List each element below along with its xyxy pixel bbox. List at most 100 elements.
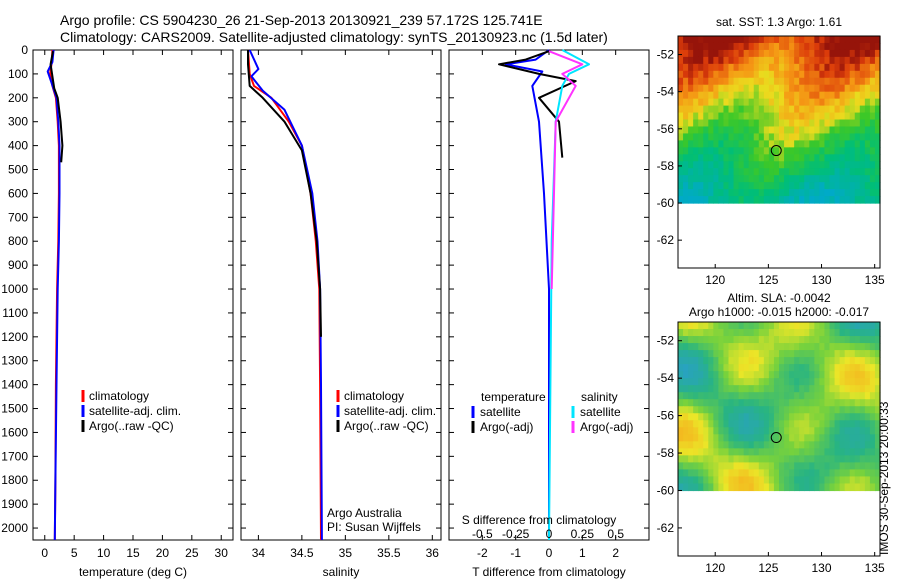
sla-map-panel: 120 125 130 135 -52 -54 -56 -58 -60 -62 Altim. SLA… — [657, 291, 891, 575]
diff-legend-heading-salinity: salinity — [581, 390, 618, 404]
depth-tick-label: 1500 — [1, 402, 28, 416]
sst-map-ytick-label: -54 — [657, 85, 675, 99]
differences-xtick-label: -2 — [477, 546, 488, 560]
depth-tick-label: 700 — [8, 210, 28, 224]
depth-tick-label: 1000 — [1, 282, 28, 296]
depth-tick-label: 600 — [8, 186, 28, 200]
salinity-legend-label: satellite-adj. clim. — [344, 404, 436, 418]
temperature-legend-label: Argo(..raw -QC) — [89, 419, 174, 433]
salinity-legend-label: Argo(..raw -QC) — [344, 419, 429, 433]
sla-map-title: Altim. SLA: -0.0042 — [727, 291, 831, 305]
temperature-xtick-label: 0 — [41, 546, 48, 560]
differences-xtick-label: 0 — [546, 546, 553, 560]
differences-panel: -2 -1 0 1 2 T difference from climatology temp… — [448, 49, 650, 579]
salinity-legend-label: climatology — [344, 389, 404, 403]
sst-map-ytick-label: -62 — [657, 233, 675, 247]
sst-map-panel: 120 125 130 135 -52 -54 -56 -58 -60 -62 sat. SST: … — [657, 15, 885, 287]
salinity-xtick-label: 34 — [252, 546, 266, 560]
diff-x2label: S difference from climatology — [462, 513, 617, 527]
salinity-frame — [240, 49, 442, 541]
sst-map-argo-location-marker — [770, 145, 782, 157]
depth-tick-label: 1100 — [2, 306, 28, 320]
temperature-legend-label: satellite-adj. clim. — [89, 404, 181, 418]
temperature-frame — [32, 49, 234, 541]
depth-tick-label: 1200 — [1, 330, 28, 344]
diff-legend-label: Argo(-adj) — [580, 420, 633, 434]
salinity-annotation-pi: PI: Susan Wijffels — [327, 520, 421, 534]
sst-map-field — [678, 36, 881, 204]
figure-title-line1: Argo profile: CS 5904230_26 21-Sep-2013 … — [60, 12, 543, 28]
depth-tick-label: 200 — [8, 91, 28, 105]
depth-tick-label: 100 — [8, 67, 28, 81]
differences-xtick-label: 2 — [612, 546, 619, 560]
depth-tick-label: 2000 — [1, 521, 28, 535]
salinity-xlabel: salinity — [323, 565, 360, 579]
sla-map-field — [678, 322, 881, 492]
salinity-panel: 34 34.5 35 35.5 36 salinity climatologysatelli… — [240, 49, 442, 579]
salinity-xtick-label: 34.5 — [290, 546, 314, 560]
depth-tick-label: 300 — [8, 115, 28, 129]
depth-tick-label: 1300 — [1, 354, 28, 368]
salinity-annotation-institution: Argo Australia — [327, 506, 402, 520]
sst-map-xtick-label: 125 — [758, 273, 778, 287]
temperature-xtick-label: 10 — [97, 546, 111, 560]
sst-map-xtick-label: 130 — [812, 273, 832, 287]
salinity-xtick-label: 36 — [426, 546, 440, 560]
depth-tick-label: 1900 — [1, 497, 28, 511]
diff-x2tick-label: 0.25 — [571, 527, 595, 541]
temperature-xtick-label: 20 — [156, 546, 170, 560]
sla-map-ytick-label: -60 — [657, 483, 675, 497]
sst-map-xtick-label: 135 — [865, 273, 885, 287]
sla-map-ytick-label: -54 — [657, 371, 675, 385]
sla-map-xtick-label: 130 — [812, 561, 832, 575]
differences-xtick-label: 1 — [579, 546, 586, 560]
imos-timestamp-label: IMOS 30-Sep-2013 20:00:33 — [877, 401, 891, 555]
salinity-series-argo-raw-qc- — [247, 50, 322, 337]
diff-legend-label: satellite — [480, 405, 521, 419]
salinity-xtick-label: 35 — [339, 546, 353, 560]
depth-tick-label: 900 — [8, 258, 28, 272]
depth-tick-label: 0 — [21, 43, 28, 57]
temperature-series-argo-raw-qc- — [49, 51, 64, 163]
sla-map-ytick-label: -56 — [657, 409, 675, 423]
sla-map-ytick-label: -52 — [657, 334, 675, 348]
diff-x2tick-label: -0.5 — [472, 527, 493, 541]
diff-x2tick-label: -0.25 — [502, 527, 530, 541]
temperature-xtick-label: 25 — [185, 546, 199, 560]
diff-x2tick-label: 0.5 — [607, 527, 624, 541]
diff-legend-label: Argo(-adj) — [480, 420, 533, 434]
differences-xtick-label: -1 — [510, 546, 521, 560]
differences-series-t-satellite — [504, 49, 550, 540]
depth-tick-label: 1700 — [1, 449, 28, 463]
sst-map-ytick-label: -52 — [657, 48, 675, 62]
sla-map-xtick-label: 135 — [865, 561, 885, 575]
diff-legend-label: satellite — [580, 405, 621, 419]
depth-tick-label: 1400 — [1, 378, 28, 392]
differences-xlabel: T difference from climatology — [472, 565, 626, 579]
depth-tick-label: 800 — [8, 234, 28, 248]
temperature-xtick-label: 30 — [215, 546, 229, 560]
sla-map-frame — [677, 321, 881, 557]
temperature-xtick-label: 5 — [71, 546, 78, 560]
sst-map-ytick-label: -58 — [657, 159, 675, 173]
diff-legend-heading-temperature: temperature — [481, 390, 546, 404]
sst-map-ytick-label: -60 — [657, 196, 675, 210]
temperature-legend-label: climatology — [89, 389, 149, 403]
sst-map-title: sat. SST: 1.3 Argo: 1.61 — [716, 15, 842, 29]
sla-map-xtick-label: 125 — [758, 561, 778, 575]
figure-title-line2: Climatology: CARS2009. Satellite-adjuste… — [60, 29, 608, 45]
sla-map-ytick-label: -58 — [657, 446, 675, 460]
sla-map-argo-location-marker — [770, 432, 782, 444]
sla-map-xtick-label: 120 — [705, 561, 725, 575]
depth-tick-label: 400 — [8, 139, 28, 153]
diff-x2tick-label: 0 — [546, 527, 553, 541]
sla-map-ytick-label: -62 — [657, 521, 675, 535]
depth-tick-label: 500 — [8, 163, 28, 177]
temperature-xlabel: temperature (deg C) — [79, 565, 187, 579]
depth-tick-label: 1800 — [1, 473, 28, 487]
temperature-series-satellite-adj-clim- — [46, 49, 61, 541]
temperature-panel: 0 5 10 15 20 25 300100200300400500600700800900… — [1, 43, 234, 579]
sla-map-subtitle: Argo h1000: -0.015 h2000: -0.017 — [689, 305, 869, 319]
